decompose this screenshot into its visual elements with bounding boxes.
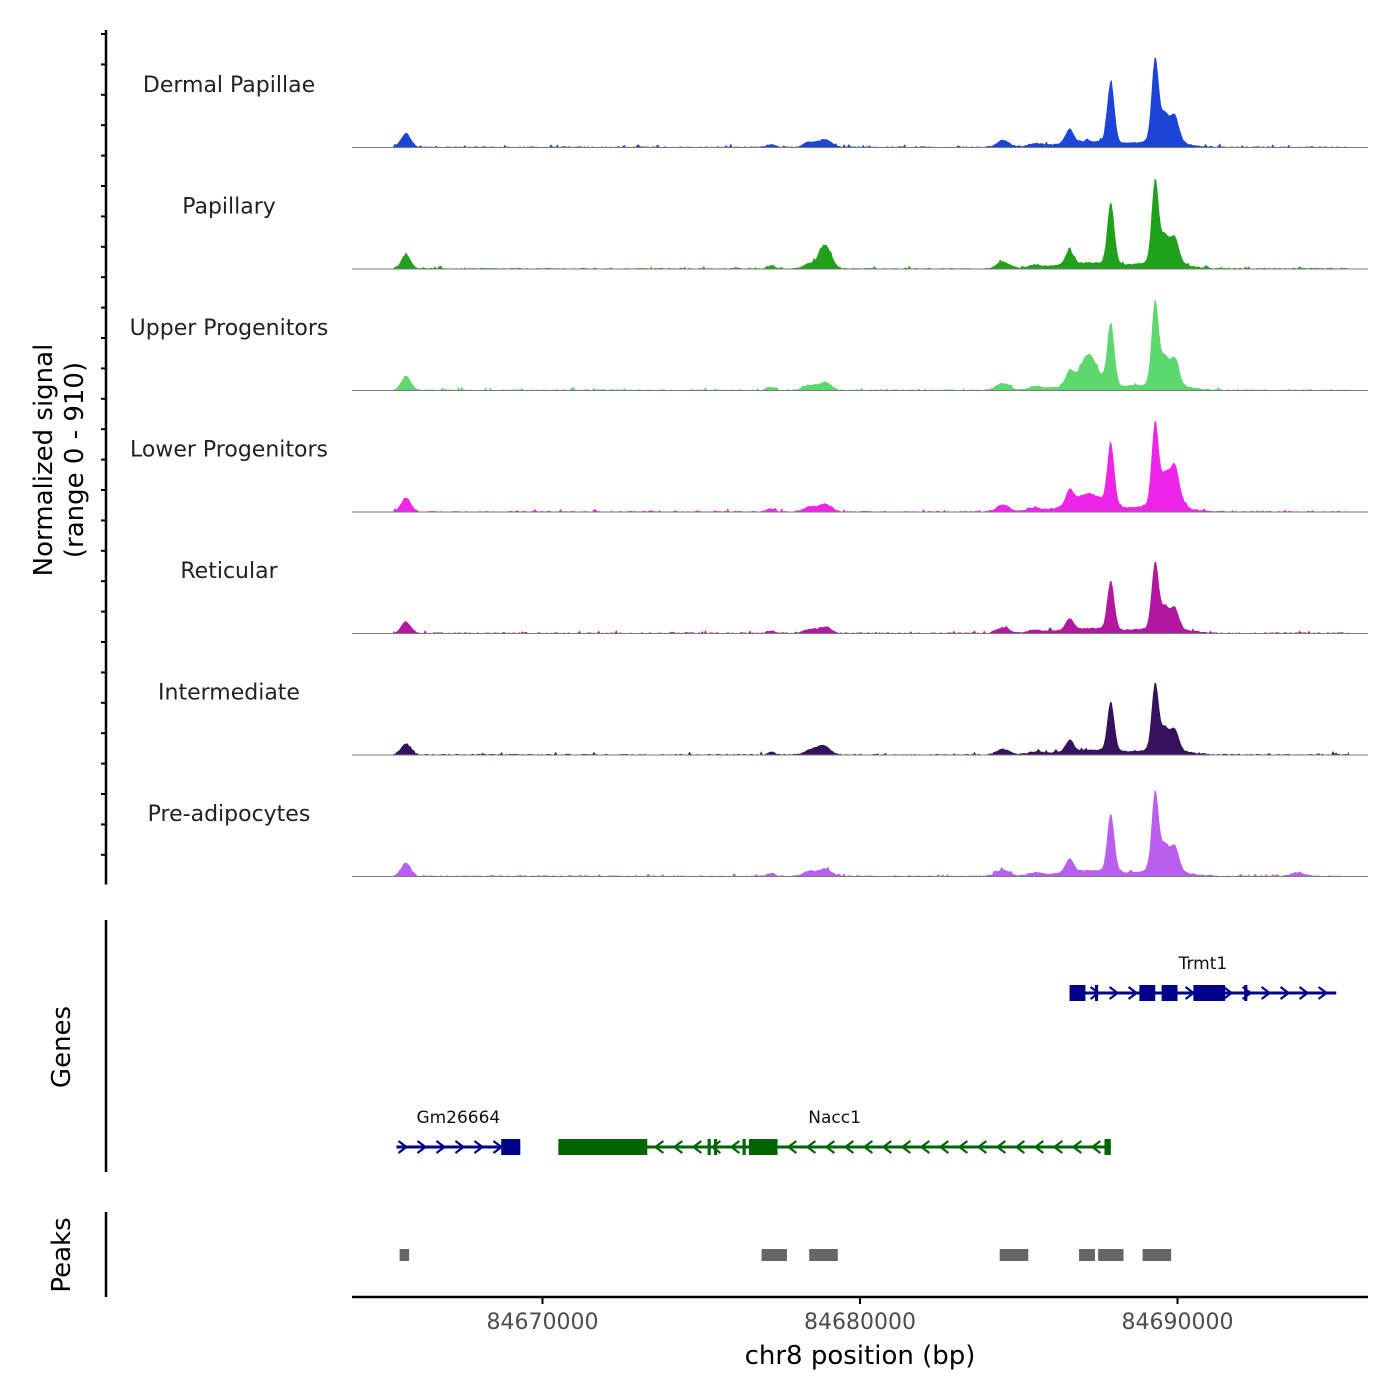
signal-area-track-4 [393, 421, 1349, 512]
peak-region [1142, 1249, 1172, 1261]
peaks-axis-title: Peaks [47, 1217, 77, 1292]
exon-Nacc1 [1104, 1139, 1111, 1155]
strand-arrow-icon [805, 1140, 817, 1154]
x-tick-label: 84670000 [487, 1310, 599, 1335]
peak-annotations [399, 1249, 1172, 1261]
strand-arrow-icon [1222, 986, 1234, 1000]
gene-label: Trmt1 [1178, 954, 1228, 974]
strand-arrow-icon [1033, 1140, 1045, 1154]
strand-arrow-icon [900, 1140, 912, 1154]
exon-Trmt1 [1244, 985, 1248, 1001]
exon-Nacc1 [558, 1139, 648, 1155]
peak-region [399, 1249, 410, 1261]
strand-arrow-icon [1279, 986, 1291, 1000]
strand-arrow-icon [976, 1140, 988, 1154]
signal-area-track-7 [393, 790, 1349, 877]
strand-arrow-icon [416, 1140, 428, 1154]
peak-region [999, 1249, 1029, 1261]
strand-arrow-icon [862, 1140, 874, 1154]
strand-arrow-icon [1071, 1140, 1083, 1154]
track-label: Pre-adipocytes [148, 802, 311, 827]
strand-arrow-icon [473, 1140, 485, 1154]
x-axis-title: chr8 position (bp) [745, 1341, 976, 1371]
strand-arrow-icon [843, 1140, 855, 1154]
strand-arrow-icon [710, 1140, 722, 1154]
strand-arrow-icon [881, 1140, 893, 1154]
strand-arrow-icon [957, 1140, 969, 1154]
exon-Trmt1 [1193, 985, 1226, 1001]
peak-region [809, 1249, 838, 1261]
strand-arrow-icon [1108, 986, 1120, 1000]
exon-Trmt1 [1161, 985, 1178, 1001]
peak-region [1079, 1249, 1095, 1261]
exon-Nacc1 [742, 1139, 746, 1155]
peak-region [761, 1249, 787, 1261]
signal-area-track-6 [393, 682, 1349, 755]
y-axes [101, 30, 108, 1297]
strand-arrow-icon [729, 1140, 741, 1154]
strand-arrow-icon [1260, 986, 1272, 1000]
x-tick-label: 84680000 [804, 1310, 916, 1335]
strand-arrow-icon [435, 1140, 447, 1154]
strand-arrow-icon [786, 1140, 798, 1154]
peak-region [1098, 1249, 1124, 1261]
strand-arrow-icon [691, 1140, 703, 1154]
x-axis: 84670000 84680000 84690000 [352, 1295, 1368, 1335]
strand-arrow-icon [653, 1140, 665, 1154]
strand-arrow-icon [824, 1140, 836, 1154]
strand-arrow-icon [938, 1140, 950, 1154]
strand-arrow-icon [919, 1140, 931, 1154]
exon-Nacc1 [713, 1139, 718, 1155]
track-label: Reticular [180, 559, 278, 584]
track-labels: Dermal Papillae Papillary Upper Progenitor… [130, 73, 329, 827]
track-label: Lower Progenitors [130, 438, 328, 463]
exon-Nacc1 [748, 1139, 778, 1155]
genes-axis-title: Genes [47, 1006, 77, 1088]
strand-arrow-icon [995, 1140, 1007, 1154]
track-label: Papillary [182, 195, 276, 220]
strand-arrow-icon [672, 1140, 684, 1154]
strand-arrow-icon [1317, 986, 1329, 1000]
exon-Gm26664 [501, 1139, 521, 1155]
strand-arrow-icon [1090, 1140, 1102, 1154]
strand-arrow-icon [397, 1140, 409, 1154]
signal-area-track-2 [393, 179, 1349, 269]
exon-Trmt1 [1139, 985, 1156, 1001]
strand-arrow-icon [1298, 986, 1310, 1000]
x-tick-label: 84690000 [1122, 1310, 1234, 1335]
y-axis-title-line2: (range 0 - 910) [60, 362, 90, 558]
gene-label: Nacc1 [808, 1108, 861, 1128]
strand-arrow-icon [1127, 986, 1139, 1000]
gene-label: Gm26664 [416, 1108, 500, 1128]
strand-arrow-icon [1089, 986, 1101, 1000]
exon-Trmt1 [1069, 985, 1086, 1001]
track-label: Upper Progenitors [130, 316, 329, 341]
signal-area-track-1 [393, 57, 1349, 148]
signal-area-track-5 [393, 561, 1349, 634]
y-axis-title-line1: Normalized signal [29, 344, 59, 577]
signal-tracks [352, 57, 1368, 877]
strand-arrow-icon [454, 1140, 466, 1154]
gene-annotations: Trmt1 Gm26664 Nacc1 [396, 954, 1337, 1155]
track-label: Intermediate [158, 681, 300, 706]
strand-arrow-icon [1052, 1140, 1064, 1154]
exon-Nacc1 [707, 1139, 711, 1155]
signal-area-track-3 [393, 299, 1349, 391]
track-label: Dermal Papillae [143, 73, 315, 98]
strand-arrow-icon [1014, 1140, 1026, 1154]
exon-Trmt1 [1094, 985, 1099, 1001]
